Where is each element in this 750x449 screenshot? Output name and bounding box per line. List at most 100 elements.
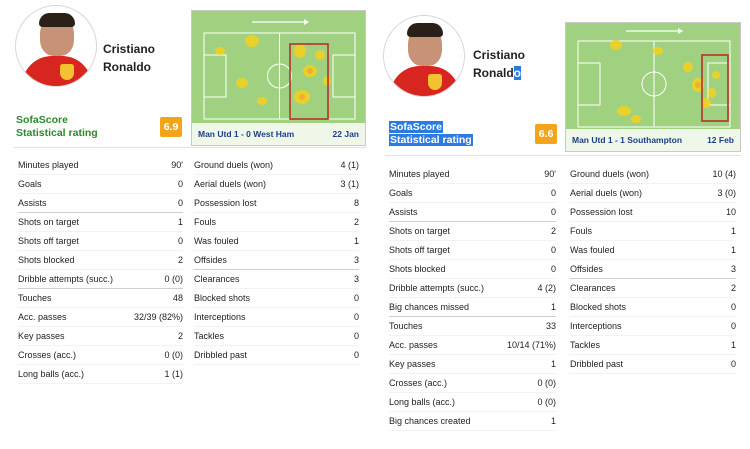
text-selection[interactable]: o xyxy=(513,66,522,80)
stat-label: Long balls (acc.) xyxy=(18,369,85,379)
stat-value: 0 xyxy=(353,312,359,322)
stats-column-1: Minutes played 90' Goals 0 Assists 0 Shots on … xyxy=(389,165,556,431)
heatmap-pitch: Man Utd 1 - 1 Southampton 12 Feb xyxy=(565,22,741,152)
stat-value: 0 xyxy=(550,264,556,274)
match-date: 22 Jan xyxy=(332,129,359,139)
stat-label: Dribble attempts (succ.) xyxy=(389,283,485,293)
stat-label: Touches xyxy=(18,293,52,303)
stat-row: Offsides 3 xyxy=(194,251,359,270)
stat-label: Was fouled xyxy=(570,245,615,255)
stat-value: 10/14 (71%) xyxy=(506,340,556,350)
stat-label: Minutes played xyxy=(389,169,450,179)
match-result[interactable]: Man Utd 1 - 1 Southampton xyxy=(572,135,683,145)
stat-label: Shots on target xyxy=(18,217,80,227)
stat-row: Goals 0 xyxy=(389,184,556,203)
stat-row: Fouls 1 xyxy=(570,222,736,241)
player-name[interactable]: Cristiano Ronaldo xyxy=(473,48,526,80)
stat-row: Was fouled 1 xyxy=(570,241,736,260)
club-crest-icon xyxy=(428,74,442,90)
stat-value: 1 xyxy=(730,245,736,255)
stat-label: Key passes xyxy=(18,331,65,341)
stat-label: Fouls xyxy=(570,226,593,236)
stat-label: Ground duels (won) xyxy=(194,160,274,170)
stat-row: Shots blocked 2 xyxy=(18,251,183,270)
stat-value: 0 xyxy=(730,359,736,369)
stat-label: Shots blocked xyxy=(18,255,75,265)
heatmap-pitch: Man Utd 1 - 0 West Ham 22 Jan xyxy=(191,10,366,146)
stat-value: 90' xyxy=(544,169,556,179)
stat-row: Crosses (acc.) 0 (0) xyxy=(389,374,556,393)
stat-value: 48 xyxy=(172,293,183,303)
stat-row: Assists 0 xyxy=(18,194,183,213)
stat-row: Blocked shots 0 xyxy=(570,298,736,317)
stat-label: Tackles xyxy=(570,340,601,350)
heatmap-svg xyxy=(577,28,731,128)
stats-column-2: Ground duels (won) 10 (4) Aerial duels (wo… xyxy=(570,165,736,374)
stat-value: 3 (1) xyxy=(340,179,359,189)
stat-row: Fouls 2 xyxy=(194,213,359,232)
stat-label: Shots off target xyxy=(18,236,79,246)
stat-row: Possession lost 10 xyxy=(570,203,736,222)
stats-column-2: Ground duels (won) 4 (1) Aerial duels (won… xyxy=(194,156,359,365)
stat-row: Dribbled past 0 xyxy=(194,346,359,365)
divider xyxy=(385,155,741,156)
stat-label: Blocked shots xyxy=(194,293,251,303)
stat-row: Acc. passes 32/39 (82%) xyxy=(18,308,183,327)
direction-arrow-icon xyxy=(626,28,683,34)
stat-label: Acc. passes xyxy=(18,312,67,322)
stat-label: Crosses (acc.) xyxy=(18,350,77,360)
divider xyxy=(14,147,366,148)
stat-label: Fouls xyxy=(194,217,217,227)
stat-row: Possession lost 8 xyxy=(194,194,359,213)
stat-value: 3 xyxy=(353,255,359,265)
stat-row: Big chances created 1 xyxy=(389,412,556,431)
stat-row: Long balls (acc.) 1 (1) xyxy=(18,365,183,384)
stat-value: 1 (1) xyxy=(164,369,183,379)
stat-row: Aerial duels (won) 3 (0) xyxy=(570,184,736,203)
stat-value: 90' xyxy=(171,160,183,170)
stat-row: Tackles 0 xyxy=(194,327,359,346)
stat-label: Aerial duels (won) xyxy=(194,179,267,189)
stat-label: Clearances xyxy=(194,274,240,284)
stat-value: 33 xyxy=(545,321,556,331)
stat-label: Goals xyxy=(18,179,42,189)
stat-row: Clearances 3 xyxy=(194,270,359,289)
stat-value: 0 xyxy=(550,188,556,198)
stat-row: Touches 33 xyxy=(389,317,556,336)
stat-value: 2 xyxy=(177,255,183,265)
stat-value: 0 xyxy=(177,236,183,246)
stat-row: Was fouled 1 xyxy=(194,232,359,251)
stat-row: Touches 48 xyxy=(18,289,183,308)
stat-value: 3 xyxy=(730,264,736,274)
stat-label: Big chances missed xyxy=(389,302,470,312)
stat-row: Dribble attempts (succ.) 4 (2) xyxy=(389,279,556,298)
stats-column-1: Minutes played 90' Goals 0 Assists 0 Shots on … xyxy=(18,156,183,384)
stat-label: Crosses (acc.) xyxy=(389,378,448,388)
stat-value: 0 (0) xyxy=(164,274,183,284)
stat-row: Goals 0 xyxy=(18,175,183,194)
stat-label: Ground duels (won) xyxy=(570,169,650,179)
stat-row: Shots on target 1 xyxy=(18,213,183,232)
match-caption[interactable]: Man Utd 1 - 0 West Ham 22 Jan xyxy=(192,123,365,145)
stat-row: Long balls (acc.) 0 (0) xyxy=(389,393,556,412)
stat-label: Clearances xyxy=(570,283,616,293)
match-result[interactable]: Man Utd 1 - 0 West Ham xyxy=(198,129,295,139)
stat-label: Big chances created xyxy=(389,416,471,426)
stat-value: 1 xyxy=(550,416,556,426)
stat-label: Minutes played xyxy=(18,160,79,170)
stat-row: Interceptions 0 xyxy=(570,317,736,336)
stat-label: Possession lost xyxy=(570,207,633,217)
player-avatar xyxy=(15,5,97,87)
stat-row: Minutes played 90' xyxy=(18,156,183,175)
stat-value: 0 xyxy=(353,331,359,341)
stat-value: 0 xyxy=(353,350,359,360)
rating-label[interactable]: SofaScore Statistical rating xyxy=(389,121,473,146)
stat-row: Acc. passes 10/14 (71%) xyxy=(389,336,556,355)
stat-row: Ground duels (won) 10 (4) xyxy=(570,165,736,184)
match-caption[interactable]: Man Utd 1 - 1 Southampton 12 Feb xyxy=(566,129,740,151)
heatmap-svg xyxy=(203,19,356,120)
stat-value: 32/39 (82%) xyxy=(133,312,183,322)
stat-value: 1 xyxy=(730,226,736,236)
stat-row: Dribbled past 0 xyxy=(570,355,736,374)
stat-row: Big chances missed 1 xyxy=(389,298,556,317)
